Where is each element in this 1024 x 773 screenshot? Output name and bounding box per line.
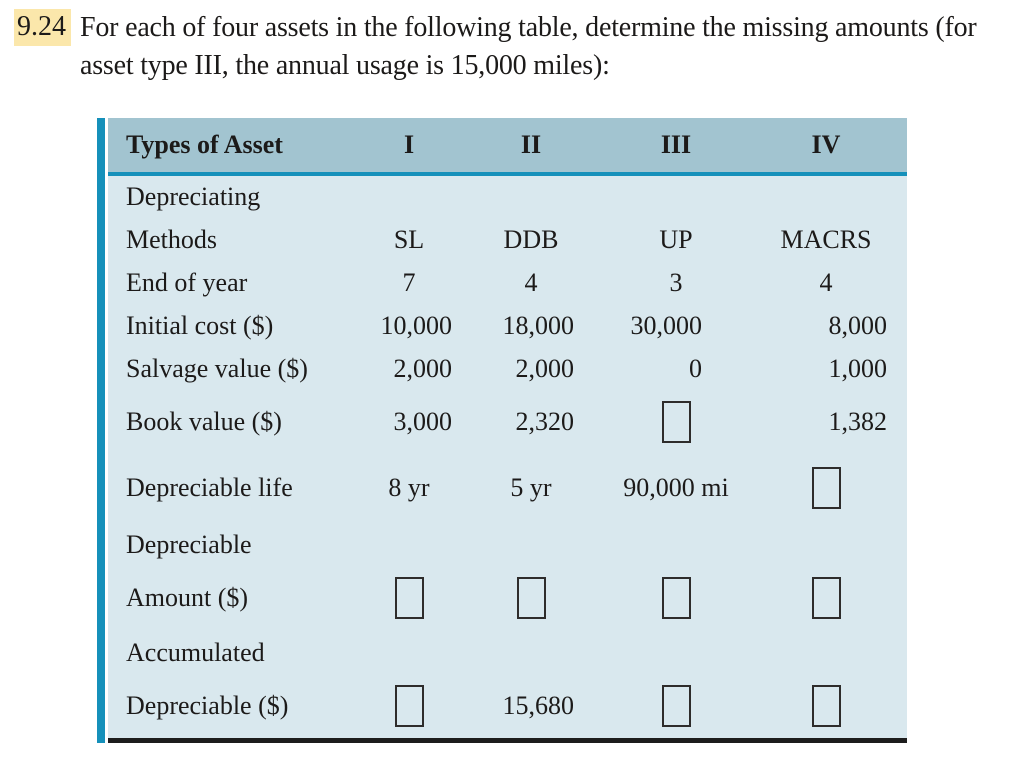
row-label: Depreciable — [126, 530, 252, 559]
cell-dep-total-III — [596, 685, 756, 727]
cell-book-value-I: 3,000 — [393, 407, 453, 436]
answer-box-amount-I — [394, 577, 424, 619]
empty-cell — [596, 197, 756, 198]
cell-dep-total-IV — [756, 685, 896, 727]
asset-depreciation-table: Types of Asset I II III IV Depreciating … — [97, 118, 907, 743]
cell-dep-life-IV — [756, 467, 896, 509]
cell-dep-total-II: 15,680 — [502, 691, 575, 720]
header-col-II: II — [520, 130, 542, 159]
cell-dep-life-I: 8 yr — [388, 473, 430, 502]
cell-amount-I — [352, 577, 466, 619]
cell-amount-III — [596, 577, 756, 619]
header-col-III: III — [660, 130, 692, 159]
row-end-of-year: End of year 7 4 3 4 — [108, 261, 907, 304]
problem-number: 9.24 — [14, 9, 71, 46]
cell-end-of-year-II: 4 — [524, 267, 538, 297]
row-label: Depreciating — [126, 182, 261, 211]
cell-dep-life-II: 5 yr — [510, 473, 552, 502]
row-accumulated: Accumulated — [108, 628, 907, 678]
empty-cell — [756, 653, 896, 654]
cell-methods-III: UP — [659, 224, 693, 254]
row-depreciable-life: Depreciable life 8 yr 5 yr 90,000 mi — [108, 454, 907, 522]
cell-dep-total-I — [352, 685, 466, 727]
row-salvage-value: Salvage value ($) 2,000 2,000 0 1,000 — [108, 347, 907, 390]
answer-box-dep-total-IV — [811, 685, 841, 727]
cell-dep-life-III: 90,000 mi — [623, 473, 729, 502]
cell-book-value-II: 2,320 — [515, 407, 575, 436]
cell-end-of-year-IV: 4 — [819, 267, 833, 297]
cell-salvage-I: 2,000 — [393, 353, 453, 383]
empty-cell — [756, 545, 896, 546]
empty-cell — [756, 197, 896, 198]
problem-text-line-1: For each of four assets in the following… — [80, 12, 977, 43]
cell-book-value-III — [596, 401, 756, 443]
row-label: End of year — [126, 267, 248, 297]
empty-cell — [352, 197, 466, 198]
row-book-value: Book value ($) 3,000 2,320 1,382 — [108, 390, 907, 454]
row-label: Amount ($) — [126, 583, 249, 612]
cell-initial-cost-II: 18,000 — [502, 310, 575, 340]
cell-book-value-IV: 1,382 — [828, 407, 888, 436]
problem-statement: 9.24 For each of four assets in the foll… — [14, 9, 1014, 85]
cell-initial-cost-IV: 8,000 — [828, 310, 888, 340]
cell-amount-II — [466, 577, 596, 619]
cell-initial-cost-III: 30,000 — [630, 310, 703, 340]
empty-cell — [352, 545, 466, 546]
table-accent-bar — [97, 118, 105, 743]
table-header-row: Types of Asset I II III IV — [108, 118, 907, 172]
table-body: Depreciating Methods SL DDB UP MACRS End… — [108, 176, 907, 738]
answer-box-dep-life-IV — [811, 467, 841, 509]
row-label: Initial cost ($) — [126, 310, 274, 340]
cell-salvage-IV: 1,000 — [828, 353, 888, 383]
empty-cell — [596, 653, 756, 654]
empty-cell — [352, 653, 466, 654]
cell-end-of-year-III: 3 — [669, 267, 683, 297]
row-label: Methods — [126, 224, 217, 254]
empty-cell — [466, 545, 596, 546]
empty-cell — [466, 653, 596, 654]
table: Types of Asset I II III IV Depreciating … — [108, 118, 907, 743]
problem-text-line-2: asset type III, the annual usage is 15,0… — [80, 50, 610, 81]
answer-box-amount-III — [661, 577, 691, 619]
row-depreciable: Depreciable — [108, 522, 907, 568]
answer-box-dep-total-III — [661, 685, 691, 727]
table-accent-gap — [105, 118, 108, 743]
cell-methods-I: SL — [393, 224, 425, 254]
row-methods: Methods SL DDB UP MACRS — [108, 218, 907, 261]
empty-cell — [466, 197, 596, 198]
cell-salvage-II: 2,000 — [515, 353, 575, 383]
cell-end-of-year-I: 7 — [402, 267, 416, 297]
answer-box-amount-IV — [811, 577, 841, 619]
row-initial-cost: Initial cost ($) 10,000 18,000 30,000 8,… — [108, 304, 907, 347]
row-depreciable-total: Depreciable ($) 15,680 — [108, 678, 907, 734]
cell-amount-IV — [756, 577, 896, 619]
cell-methods-II: DDB — [503, 224, 559, 254]
cell-initial-cost-I: 10,000 — [380, 310, 453, 340]
row-label: Book value ($) — [126, 407, 282, 436]
header-col-IV: IV — [811, 130, 841, 159]
row-label: Depreciable life — [126, 473, 293, 502]
row-label: Salvage value ($) — [126, 353, 308, 383]
answer-box-amount-II — [516, 577, 546, 619]
problem-text: For each of four assets in the following… — [80, 9, 977, 85]
row-depreciating: Depreciating — [108, 176, 907, 218]
header-separator-line — [108, 172, 907, 176]
header-col-I: I — [403, 130, 415, 159]
cell-salvage-III: 0 — [689, 353, 702, 383]
empty-cell — [596, 545, 756, 546]
row-amount: Amount ($) — [108, 568, 907, 628]
row-label: Accumulated — [126, 638, 265, 667]
row-label: Depreciable ($) — [126, 691, 289, 720]
cell-methods-IV: MACRS — [780, 224, 872, 254]
header-types-of-asset: Types of Asset — [126, 130, 283, 159]
answer-box-dep-total-I — [394, 685, 424, 727]
answer-box-book-value-III — [661, 401, 691, 443]
